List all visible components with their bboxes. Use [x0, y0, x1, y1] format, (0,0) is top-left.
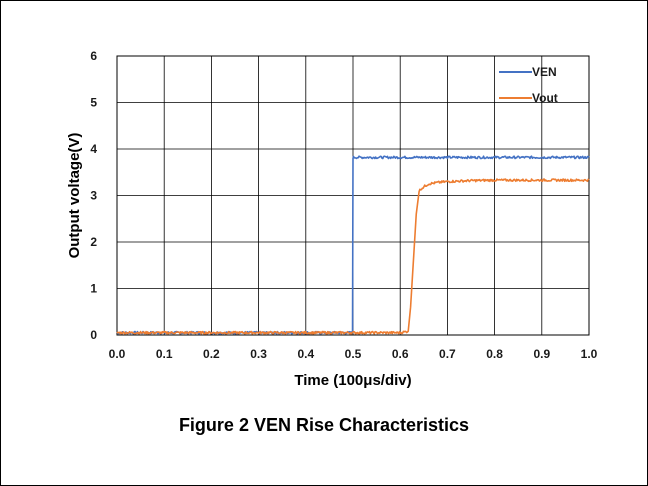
x-tick-label: 0.6: [392, 347, 409, 361]
legend: VEN Vout: [499, 65, 558, 105]
y-tick-label: 6: [90, 49, 97, 63]
y-tick-label: 1: [90, 282, 97, 296]
y-tick-label: 2: [90, 235, 97, 249]
series-layer: [116, 155, 590, 335]
y-axis-label: Output voltage(V): [66, 133, 83, 259]
x-tick-label: 0.1: [156, 347, 173, 361]
tick-labels: 0.0 0.1 0.2 0.3 0.4 0.5 0.6 0.7 0.8 0.9 1.0 0 1 2 3 4 5 6: [90, 49, 597, 361]
x-tick-label: 1.0: [581, 347, 598, 361]
y-tick-label: 0: [90, 328, 97, 342]
x-tick-label: 0.3: [250, 347, 267, 361]
plot-area-border: [116, 55, 590, 336]
legend-label: Vout: [532, 91, 558, 105]
series-line-vout: [116, 178, 590, 335]
x-tick-label: 0.2: [203, 347, 220, 361]
y-tick-label: 3: [90, 189, 97, 203]
x-tick-label: 0.4: [297, 347, 314, 361]
legend-label: VEN: [532, 65, 557, 79]
x-tick-label: 0.0: [109, 347, 126, 361]
series-line-ven: [116, 155, 590, 335]
y-tick-label: 4: [90, 142, 97, 156]
x-axis-label: Time (100μs/div): [294, 372, 411, 389]
x-tick-label: 0.7: [439, 347, 456, 361]
x-tick-label: 0.5: [345, 347, 362, 361]
y-tick-label: 5: [90, 96, 97, 110]
figure-caption: Figure 2 VEN Rise Characteristics: [178, 415, 470, 435]
line-chart: 0.0 0.1 0.2 0.3 0.4 0.5 0.6 0.7 0.8 0.9 1.0 0 1 2 3 4 5 6…: [66, 49, 598, 389]
x-tick-label: 0.9: [533, 347, 550, 361]
x-tick-label: 0.8: [486, 347, 503, 361]
